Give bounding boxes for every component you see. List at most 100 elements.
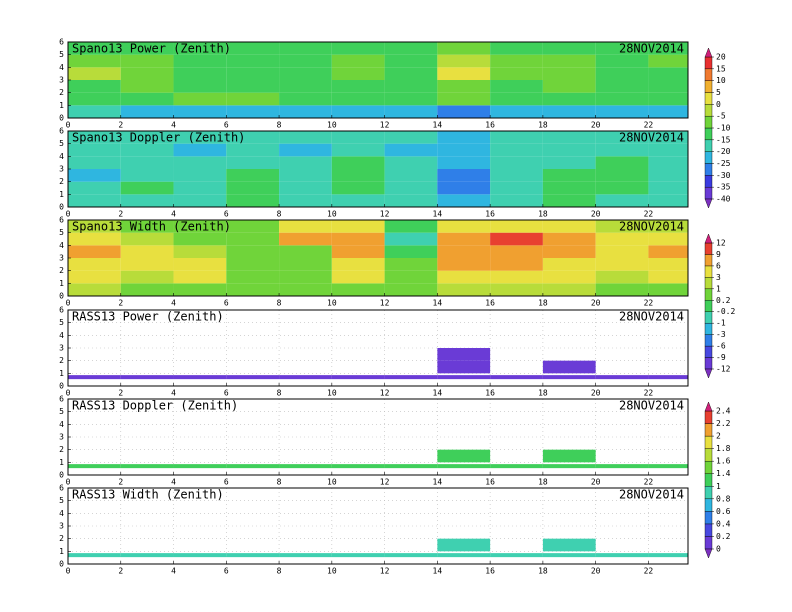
y-tick-label: 2 xyxy=(59,266,64,275)
heatmap-cell xyxy=(437,105,491,118)
heatmap-cell xyxy=(120,80,174,93)
y-tick-label: 2 xyxy=(59,177,64,186)
heatmap-cell xyxy=(331,156,385,169)
colorbar-arrow xyxy=(704,401,713,412)
x-tick-label: 8 xyxy=(277,210,282,219)
heatmap-cell xyxy=(595,181,649,195)
y-tick-label: 3 xyxy=(59,522,64,531)
heatmap-cell xyxy=(226,131,280,144)
heatmap-cell xyxy=(648,258,688,271)
x-tick-label: 0 xyxy=(66,299,71,308)
heatmap-cell xyxy=(384,80,438,93)
colorbar-tick-label: -10 xyxy=(716,124,731,133)
x-tick-label: 18 xyxy=(538,210,548,219)
heatmap-cell xyxy=(226,375,280,380)
heatmap-cell xyxy=(437,283,491,296)
y-tick-label: 1 xyxy=(59,369,64,378)
heatmap-cell xyxy=(595,92,649,106)
heatmap-cell xyxy=(648,464,688,469)
heatmap-cell xyxy=(279,270,332,284)
heatmap-cell xyxy=(595,156,649,169)
colorbar-tick-label: 1.8 xyxy=(716,444,731,453)
heatmap-cell xyxy=(68,92,121,106)
heatmap-cell xyxy=(648,245,688,258)
heatmap-cell xyxy=(437,245,491,258)
heatmap-cell xyxy=(595,143,649,157)
colorbar-band xyxy=(704,536,713,550)
heatmap-cell xyxy=(173,169,227,182)
heatmap-cell xyxy=(490,105,543,118)
heatmap-cell xyxy=(595,169,649,182)
heatmap-cell xyxy=(120,553,174,558)
x-tick-label: 14 xyxy=(433,478,443,487)
colorbar-band xyxy=(704,68,713,81)
heatmap-cell xyxy=(68,245,121,258)
heatmap-cell xyxy=(648,67,688,80)
heatmap-cell xyxy=(279,258,332,271)
heatmap-cell xyxy=(595,54,649,68)
x-tick-label: 2 xyxy=(118,299,123,308)
heatmap-cell xyxy=(226,194,280,207)
heatmap-cell xyxy=(384,375,438,380)
heatmap-cell xyxy=(120,258,174,271)
heatmap-cell xyxy=(68,54,121,68)
heatmap-cell xyxy=(120,232,174,246)
heatmap-cell xyxy=(120,105,174,118)
y-tick-label: 4 xyxy=(59,63,64,72)
x-tick-label: 18 xyxy=(538,121,548,130)
heatmap-cell xyxy=(542,553,596,558)
heatmap-cell xyxy=(648,105,688,118)
heatmap-cell xyxy=(120,67,174,80)
heatmap-cell xyxy=(68,105,121,118)
heatmap-cell xyxy=(68,270,121,284)
y-tick-label: 3 xyxy=(59,165,64,174)
heatmap-cell xyxy=(331,245,385,258)
heatmap-cell xyxy=(595,270,649,284)
heatmap-cell xyxy=(542,156,596,169)
heatmap-cell xyxy=(490,80,543,93)
heatmap-cell xyxy=(68,258,121,271)
heatmap-cell xyxy=(595,283,649,296)
heatmap-cell xyxy=(279,220,332,233)
heatmap-cell xyxy=(648,375,688,380)
y-tick-label: 6 xyxy=(59,395,64,404)
heatmap-cell xyxy=(384,169,438,182)
colorbar-band xyxy=(704,486,713,500)
heatmap-cell xyxy=(226,42,280,55)
heatmap-cell xyxy=(542,105,596,118)
x-tick-label: 6 xyxy=(224,299,229,308)
x-tick-label: 20 xyxy=(591,299,601,308)
heatmap-cell xyxy=(437,258,491,271)
x-tick-label: 14 xyxy=(433,567,443,576)
colorbar-band xyxy=(704,511,713,525)
heatmap-cell xyxy=(120,156,174,169)
heatmap-cell xyxy=(595,80,649,93)
heatmap-cell xyxy=(437,80,491,93)
colorbar-band xyxy=(704,151,713,164)
y-tick-label: 5 xyxy=(59,407,64,416)
colorbar-band xyxy=(704,423,713,437)
panel-title: RASS13 Power (Zenith) xyxy=(72,310,224,324)
heatmap-cell xyxy=(437,92,491,106)
x-tick-label: 16 xyxy=(485,210,495,219)
heatmap-cell xyxy=(490,245,543,258)
heatmap-cell xyxy=(120,54,174,68)
heatmap-cell xyxy=(542,169,596,182)
colorbar-band xyxy=(704,357,713,370)
x-tick-label: 10 xyxy=(327,567,337,576)
colorbar-arrow xyxy=(704,233,713,244)
heatmap-cell xyxy=(384,54,438,68)
heatmap-cell xyxy=(68,156,121,169)
heatmap-cell xyxy=(331,181,385,195)
colorbar-tick-label: 3 xyxy=(716,273,721,282)
x-tick-label: 20 xyxy=(591,210,601,219)
heatmap-cell xyxy=(279,42,332,55)
x-tick-label: 14 xyxy=(433,121,443,130)
heatmap-cell xyxy=(279,245,332,258)
panel-title: RASS13 Doppler (Zenith) xyxy=(72,399,238,413)
heatmap-cell xyxy=(384,245,438,258)
y-tick-label: 5 xyxy=(59,496,64,505)
x-tick-label: 18 xyxy=(538,478,548,487)
heatmap-cell xyxy=(384,105,438,118)
heatmap-cell xyxy=(279,54,332,68)
